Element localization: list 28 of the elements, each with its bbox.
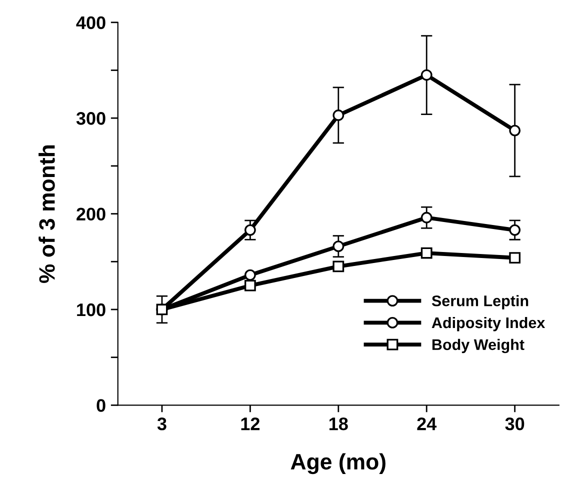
y-axis-title: % of 3 month (38, 145, 55, 283)
x-tick-label: 3 (157, 417, 166, 430)
point (420, 247, 432, 259)
y-tick-label: 300 (76, 112, 106, 125)
x-axis-title: Age (mo) (290, 453, 386, 474)
x-tick-label: 18 (329, 417, 348, 430)
y-tick-label: 400 (76, 16, 106, 30)
point (244, 280, 256, 292)
y-tick-label: 200 (76, 208, 106, 221)
legend-label: Serum Leptin (432, 295, 528, 310)
point (509, 252, 521, 264)
y-tick-label: 100 (77, 303, 106, 316)
y-tick-label: 0 (96, 399, 106, 412)
point (244, 224, 256, 236)
point (509, 124, 521, 136)
point (420, 69, 432, 81)
x-tick-label: 24 (417, 417, 437, 430)
x-tick-label: 30 (505, 417, 524, 430)
point (332, 260, 344, 272)
legend-label: Adiposity Index (432, 316, 546, 332)
legend-label: Body Weight (432, 338, 524, 354)
x-tick-label: 12 (241, 417, 260, 430)
point (244, 269, 256, 281)
point (332, 240, 344, 252)
point (509, 224, 521, 236)
point (420, 212, 432, 224)
point (332, 110, 344, 121)
point (156, 304, 168, 316)
